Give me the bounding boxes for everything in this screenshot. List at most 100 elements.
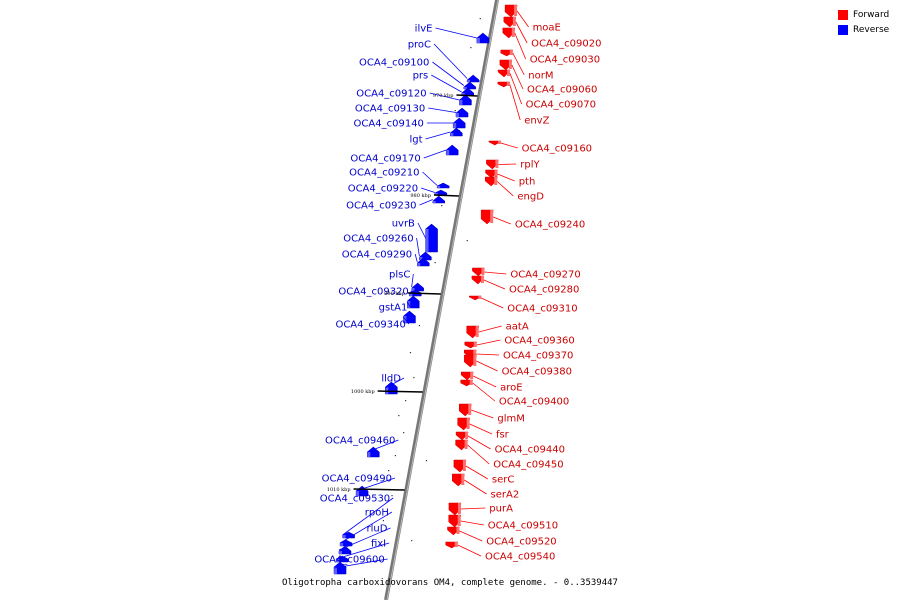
forward-gene-arrow-shade bbox=[495, 160, 499, 168]
forward-gene-arrow-shade bbox=[465, 432, 469, 439]
kbp-tick-label: 980 kbp bbox=[410, 193, 431, 199]
reverse-gene-arrow-shade bbox=[461, 93, 465, 96]
forward-gene-arrow-shade bbox=[462, 460, 466, 471]
forward-gene-label: OCA4_c09450 bbox=[493, 460, 563, 471]
kbp-tick bbox=[407, 292, 441, 295]
forward-gene-arrow-shade bbox=[494, 170, 498, 177]
forward-gene-leader bbox=[483, 279, 506, 290]
forward-gene-label: OCA4_c09540 bbox=[485, 552, 555, 563]
reverse-gene-label: OCA4_c09320 bbox=[338, 287, 408, 298]
forward-gene-leader bbox=[473, 375, 497, 388]
kbp-tick bbox=[456, 94, 478, 97]
forward-gene-arrow-shade bbox=[490, 210, 494, 223]
reverse-gene-arrow-shade bbox=[342, 535, 346, 538]
reverse-gene-leader bbox=[429, 92, 460, 101]
forward-gene-label: OCA4_c09070 bbox=[526, 100, 596, 111]
kbp-tick bbox=[433, 194, 459, 197]
forward-gene-arrow-shade bbox=[469, 380, 473, 385]
forward-gene-leader bbox=[471, 409, 494, 419]
reverse-gene-arrow-shade bbox=[411, 288, 415, 291]
map-dot bbox=[413, 377, 415, 379]
forward-gene-arrow-shade bbox=[454, 542, 458, 547]
genome-backbone-highlight bbox=[386, 0, 499, 600]
forward-gene-label: OCA4_c09270 bbox=[510, 270, 580, 281]
reverse-gene-arrow-shade bbox=[340, 543, 344, 546]
map-dot bbox=[466, 240, 468, 242]
reverse-gene-label: prs bbox=[413, 71, 429, 82]
forward-gene-label: OCA4_c09020 bbox=[531, 39, 601, 50]
reverse-gene-arrow-shade bbox=[356, 491, 360, 496]
reverse-gene-leader bbox=[411, 273, 414, 288]
reverse-gene-leader bbox=[417, 222, 426, 239]
reverse-gene-leader bbox=[414, 253, 418, 263]
forward-gene-arrow-shade bbox=[497, 141, 501, 144]
forward-gene-label: pth bbox=[519, 177, 536, 188]
forward-gene-leader bbox=[457, 544, 482, 557]
forward-gene-arrow-shade bbox=[514, 5, 518, 16]
map-dot bbox=[418, 325, 421, 327]
legend-reverse-label: Reverse bbox=[853, 25, 890, 35]
reverse-gene-arrow-shade bbox=[434, 193, 438, 195]
reverse-gene-label: OCA4_c09210 bbox=[349, 168, 419, 179]
forward-gene-arrow-shade bbox=[494, 177, 498, 185]
forward-gene-arrow-shade bbox=[461, 474, 465, 485]
map-dot bbox=[454, 110, 456, 112]
forward-gene-leader bbox=[478, 325, 502, 333]
reverse-gene-label: OCA4_c09120 bbox=[356, 89, 426, 100]
forward-gene-leader bbox=[509, 84, 521, 121]
reverse-gene-label: proC bbox=[408, 40, 431, 51]
forward-gene-leader bbox=[481, 297, 504, 309]
forward-gene-leader bbox=[476, 353, 500, 356]
forward-gene-label: OCA4_c09310 bbox=[507, 304, 577, 315]
forward-gene-arrow-shade bbox=[468, 404, 472, 415]
reverse-gene-arrow-shade bbox=[459, 100, 463, 105]
reverse-gene-leader bbox=[416, 237, 420, 257]
kbp-tick bbox=[353, 488, 405, 491]
reverse-gene-label: fixI bbox=[371, 539, 386, 550]
forward-gene-leader bbox=[469, 423, 493, 435]
forward-gene-label: OCA4_c09440 bbox=[495, 445, 565, 456]
forward-gene-leader bbox=[476, 339, 501, 346]
legend-reverse: Reverse bbox=[838, 25, 889, 35]
forward-gene-leader bbox=[512, 52, 525, 76]
forward-gene-leader bbox=[493, 216, 511, 225]
reverse-gene-arrow-shade bbox=[417, 263, 421, 266]
reverse-gene-label: OCA4_c09290 bbox=[342, 250, 412, 261]
reverse-gene-arrow-shade bbox=[456, 113, 460, 117]
forward-gene-leader bbox=[515, 21, 528, 44]
reverse-gene-arrow-shade bbox=[409, 293, 413, 296]
map-dot bbox=[470, 47, 472, 49]
forward-gene-leader bbox=[497, 173, 515, 182]
reverse-gene-leader bbox=[419, 199, 433, 206]
forward-gene-label: aroE bbox=[500, 383, 522, 394]
forward-gene-label: OCA4_c09060 bbox=[527, 85, 597, 96]
map-dot bbox=[405, 400, 407, 402]
forward-gene-leader bbox=[511, 64, 524, 90]
forward-gene-arrow-shade bbox=[473, 342, 477, 347]
forward-gene-label: fsr bbox=[496, 430, 510, 441]
reverse-gene-leader bbox=[420, 187, 435, 193]
forward-gene-label: serC bbox=[492, 475, 514, 486]
forward-gene-label: aatA bbox=[506, 322, 529, 333]
reverse-gene-label: OCA4_c09130 bbox=[355, 104, 425, 115]
forward-gene-arrow-shade bbox=[481, 268, 485, 275]
map-dot bbox=[479, 18, 481, 20]
forward-gene-arrow-shade bbox=[475, 326, 479, 337]
forward-gene-label: moaE bbox=[533, 23, 561, 34]
reverse-gene-label: OCA4_c09460 bbox=[325, 436, 395, 447]
reverse-gene-label: gstA1 bbox=[379, 303, 408, 314]
reverse-gene-leader bbox=[333, 558, 388, 569]
forward-gene-leader bbox=[459, 530, 483, 542]
map-dot bbox=[409, 352, 412, 354]
map-dot bbox=[425, 460, 428, 462]
forward-gene-label: engD bbox=[517, 192, 544, 203]
forward-gene-leader bbox=[484, 271, 507, 275]
reverse-gene-leader bbox=[433, 43, 468, 79]
reverse-gene-label: lgt bbox=[409, 135, 422, 146]
forward-gene-leader bbox=[496, 181, 514, 197]
forward-gene-leader bbox=[460, 507, 486, 510]
forward-gene-arrow-shade bbox=[480, 276, 484, 283]
forward-gene-arrow-shade bbox=[509, 50, 513, 55]
reverse-swatch bbox=[838, 25, 848, 35]
reverse-gene-leader bbox=[435, 27, 477, 39]
